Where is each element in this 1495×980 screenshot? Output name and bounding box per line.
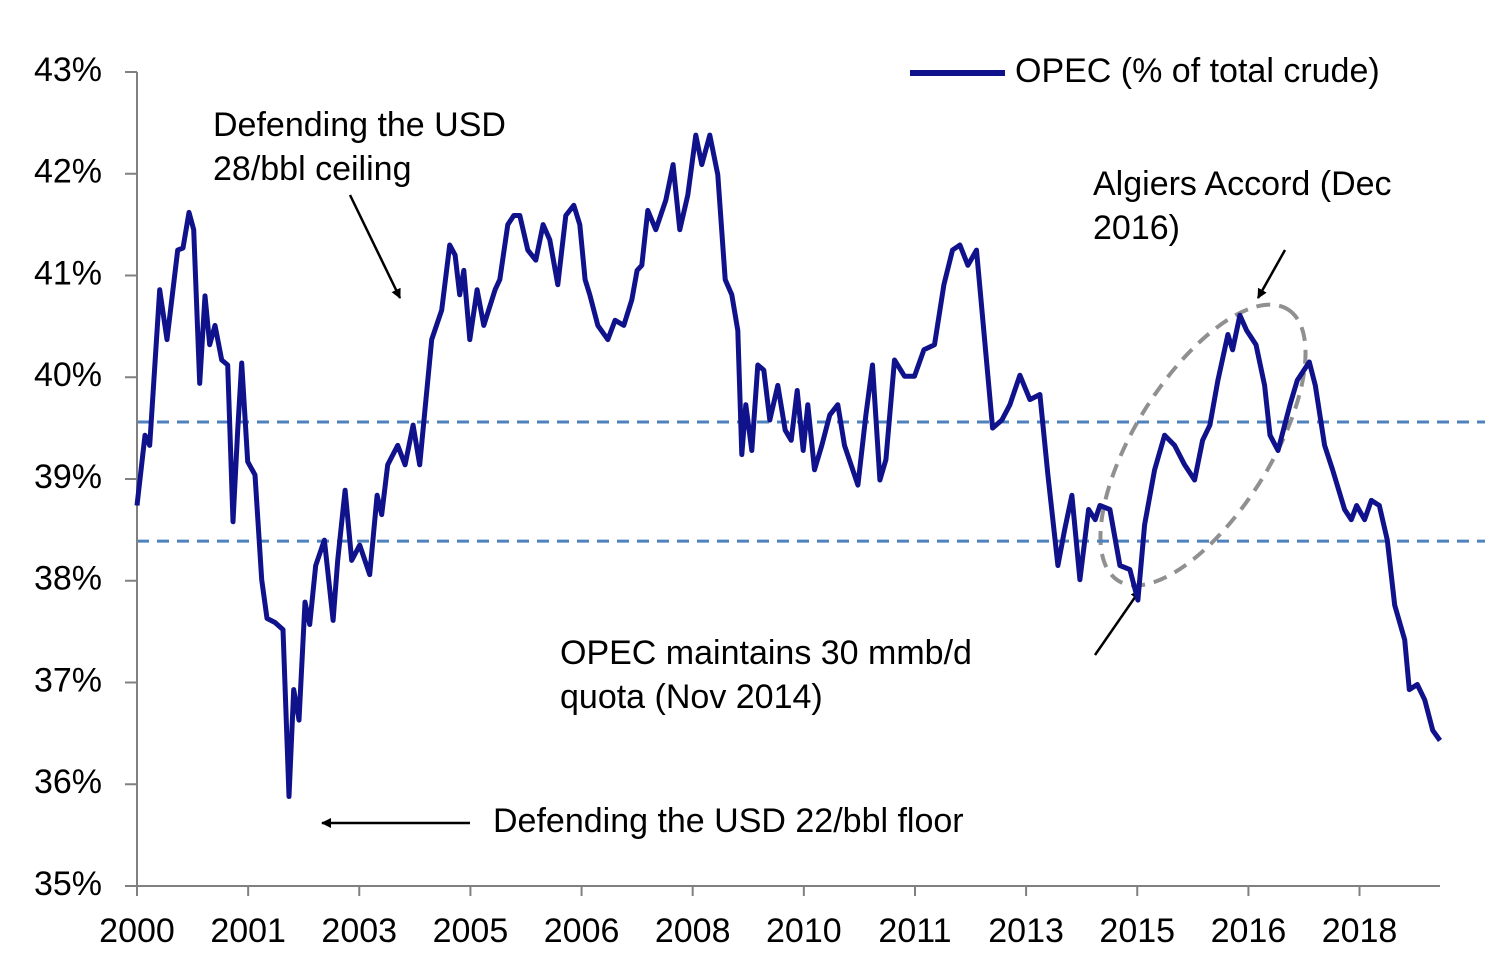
annotation: Defending the USD [213,106,506,144]
y-tick-label: 38% [34,560,102,598]
data-line [134,132,1443,799]
x-tick-label: 2010 [766,912,842,950]
annotation: Algiers Accord (Dec [1093,165,1392,203]
x-tick-label: 2003 [321,912,397,950]
annotation: 2016) [1093,209,1180,247]
annotation: Defending the USD 22/bbl floor [493,802,964,840]
x-tick-label: 2005 [433,912,509,950]
x-tick-label: 2006 [544,912,620,950]
y-tick-label: 41% [34,254,102,292]
y-tick-label: 36% [34,763,102,801]
arrow [1093,589,1142,656]
y-tick-label: 43% [34,51,102,89]
highlight-ellipse [1098,302,1308,588]
annotation-arrows [321,194,1287,828]
x-tick-label: 2000 [99,912,175,950]
x-tick-label: 2018 [1322,912,1398,950]
x-tick-label: 2008 [655,912,731,950]
x-tick-label: 2011 [878,912,951,950]
annotation: OPEC maintains 30 mmb/d [560,634,972,672]
y-tick-label: 39% [34,458,102,496]
annotation: 28/bbl ceiling [213,150,411,188]
x-tick-label: 2013 [988,912,1064,950]
y-tick-label: 42% [34,153,102,191]
y-tick-label: 40% [34,356,102,394]
y-tick-label: 35% [34,865,102,903]
legend-label: OPEC (% of total crude) [1015,52,1380,90]
x-tick-label: 2001 [210,912,286,950]
arrow [1256,249,1287,299]
x-tick-label: 2016 [1211,912,1287,950]
annotation: quota (Nov 2014) [560,678,823,716]
arrow [348,194,402,299]
x-tick-label: 2015 [1099,912,1175,950]
y-tick-label: 37% [34,661,102,699]
